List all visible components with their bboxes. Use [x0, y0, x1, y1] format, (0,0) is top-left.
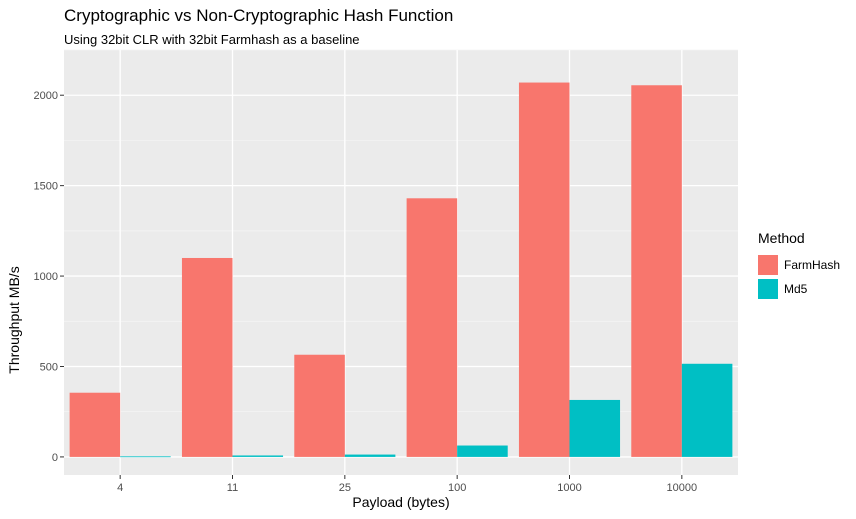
bar-md5-10000 — [681, 363, 733, 457]
legend-key-md5 — [758, 278, 778, 299]
x-tick-label: 100 — [448, 482, 466, 494]
bar-md5-11 — [232, 455, 284, 457]
bar-farmhash-11 — [181, 257, 233, 457]
plot-panel — [64, 50, 738, 475]
x-tick-label: 25 — [339, 482, 351, 494]
legend-key-farmhash — [758, 254, 778, 275]
bar-farmhash-25 — [294, 354, 345, 457]
legend-title: Method — [758, 230, 805, 246]
y-axis-title-text: Throughput MB/s — [6, 266, 22, 374]
legend-item-farmhash: FarmHash — [758, 253, 840, 276]
bar-farmhash-10000 — [631, 85, 682, 457]
y-tick-label: 1000 — [34, 271, 58, 283]
bar-md5-4 — [120, 456, 171, 458]
y-axis-title: Throughput MB/s — [4, 180, 24, 460]
bar-farmhash-100 — [406, 198, 458, 457]
y-tick-label: 500 — [40, 361, 58, 373]
bar-md5-25 — [344, 454, 396, 457]
x-tick-label: 4 — [117, 482, 123, 494]
bar-md5-1000 — [569, 399, 621, 457]
bar-md5-100 — [457, 445, 508, 457]
chart-subtitle: Using 32bit CLR with 32bit Farmhash as a… — [64, 32, 360, 47]
bar-farmhash-4 — [69, 392, 121, 457]
legend-item-md5: Md5 — [758, 277, 840, 300]
y-tick-label: 1500 — [34, 181, 58, 193]
legend-label-md5: Md5 — [784, 281, 808, 296]
x-axis-title: Payload (bytes) — [352, 494, 450, 510]
y-tick-label: 2000 — [34, 90, 58, 102]
x-tick-label: 10000 — [667, 482, 698, 494]
y-tick-label: 0 — [52, 452, 58, 464]
chart-title: Cryptographic vs Non-Cryptographic Hash … — [64, 6, 454, 25]
x-tick-label: 11 — [227, 482, 238, 494]
legend-label-farmhash: FarmHash — [784, 257, 841, 272]
legend: Method FarmHash Md5 — [758, 230, 840, 301]
x-tick-label: 1000 — [557, 482, 581, 494]
bar-farmhash-1000 — [518, 82, 570, 457]
